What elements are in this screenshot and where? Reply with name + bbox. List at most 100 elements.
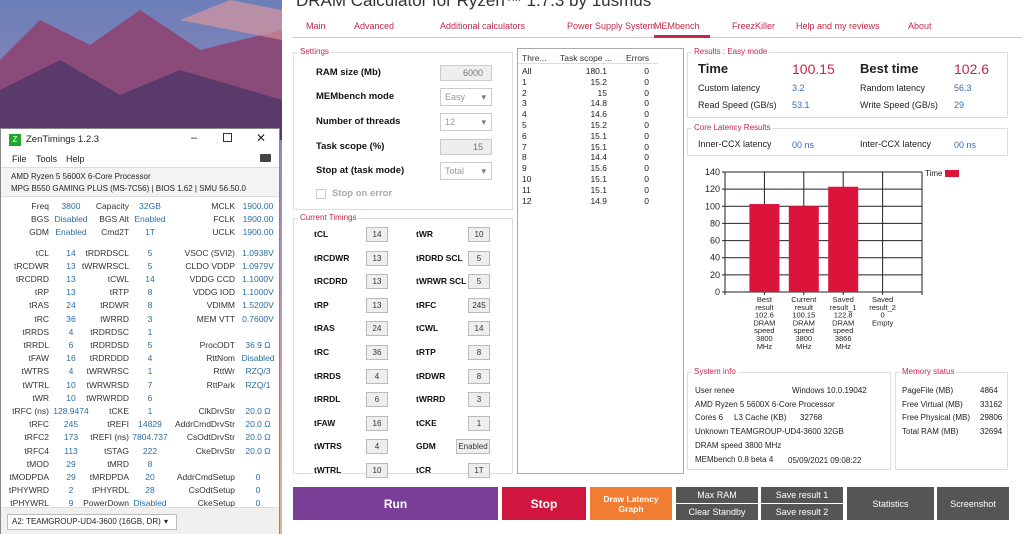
zen-param-value: 13: [66, 260, 76, 271]
zen-param-value: 4: [68, 366, 74, 377]
screenshot-button[interactable]: Screenshot: [937, 487, 1009, 520]
thread-id: 4: [522, 109, 527, 120]
errors: 0: [644, 109, 649, 120]
tab-about[interactable]: About: [908, 21, 932, 31]
sysinfo-date: 05/09/2021 09:08:22: [788, 456, 862, 465]
timing-value: 3: [468, 392, 490, 408]
maximize-icon[interactable]: [223, 133, 232, 142]
task-scope: 14.6: [590, 109, 607, 120]
tab-freezkiller[interactable]: FreezKiller: [732, 21, 776, 31]
zen-param-value: 4: [147, 353, 153, 364]
zen-param-value: 1900.00: [242, 214, 274, 225]
dimm-select[interactable]: A2: TEAMGROUP-UD4-3600 (16GB, DR) ▾: [7, 514, 177, 530]
zen-param-label: tRCDWR: [14, 260, 49, 271]
app-title: DRAM Calculator for Ryzen™ 1.7.3 by 1usm…: [296, 0, 652, 10]
zen-titlebar[interactable]: Z ZenTimings 1.2.3 – ✕: [1, 129, 279, 151]
zen-param-label: tWRWRDD: [86, 392, 129, 403]
save-result-1-button[interactable]: Save result 1: [761, 487, 843, 503]
timing-value: 4: [366, 439, 388, 455]
menu-tools[interactable]: Tools: [36, 154, 58, 164]
clear-standby-button[interactable]: Clear Standby: [676, 504, 758, 520]
stop-at-select[interactable]: Total: [440, 162, 492, 180]
minimize-icon[interactable]: –: [191, 132, 198, 144]
tab-power-supply-system[interactable]: Power Supply System: [567, 21, 656, 31]
threads-table[interactable]: Thre... Task scope ... Errors All 180.1 0 1 15.…: [517, 48, 684, 474]
tab-membench[interactable]: MEMbench: [654, 21, 700, 31]
zen-param-value: Enabled: [55, 227, 87, 238]
timing-label: tCWL: [416, 323, 439, 334]
camera-icon[interactable]: [260, 154, 271, 162]
results-legend: Results : Easy mode: [692, 47, 770, 56]
zen-param-label: CsOdtDrvStr: [186, 432, 235, 443]
zen-param-value: 1.1000V: [242, 287, 274, 298]
stop-on-error-checkbox[interactable]: [316, 189, 326, 199]
errors: 0: [644, 66, 649, 76]
statistics-button[interactable]: Statistics: [847, 487, 934, 520]
system-info-panel: System info User renee Windows 10.0.1904…: [687, 367, 891, 470]
x-tick-label: 3800: [795, 334, 812, 343]
zen-param-label: tFAW: [28, 353, 49, 364]
zen-param-label: VDIMM: [206, 300, 235, 311]
task-scope: 14.4: [590, 152, 607, 163]
max-ram-button[interactable]: Max RAM: [676, 487, 758, 503]
ram-size-input[interactable]: 6000: [440, 65, 492, 81]
timings-legend: Current Timings: [298, 213, 359, 222]
zen-param-label: tRCDRD: [15, 274, 49, 284]
x-tick-label: 122.8: [834, 311, 853, 320]
zen-param-value: 29: [66, 458, 76, 469]
column-header[interactable]: Errors: [626, 53, 650, 63]
zen-param-label: tWRWRSC: [86, 366, 129, 377]
mode-select[interactable]: Easy: [440, 88, 492, 106]
timing-value: 10: [468, 227, 490, 242]
errors: 0: [644, 195, 649, 206]
zen-param-value: 13: [66, 274, 76, 284]
zen-param-label: tRDRDSC: [90, 326, 129, 337]
task-scope: 15: [597, 87, 607, 98]
menu-help[interactable]: Help: [66, 154, 85, 164]
threads-select[interactable]: 12: [440, 113, 492, 131]
close-icon[interactable]: ✕: [256, 131, 267, 145]
errors: 0: [644, 76, 649, 87]
zen-param-value: 5: [147, 340, 153, 350]
zen-param-label: tRFC2: [24, 432, 49, 443]
zen-param-label: AddrCmdSetup: [176, 472, 235, 482]
thread-id: 3: [522, 98, 527, 109]
inner-ccx-label: Inner-CCX latency: [698, 139, 772, 149]
tab-main[interactable]: Main: [306, 21, 326, 31]
tab-advanced[interactable]: Advanced: [354, 21, 395, 31]
thread-id: 6: [522, 130, 527, 141]
memory-status-value: 33162: [980, 399, 1003, 409]
task-scope-input[interactable]: 15: [440, 139, 492, 155]
errors: 0: [644, 174, 649, 184]
zen-param-label: CsOdtSetup: [188, 485, 235, 496]
x-tick-label: Best: [757, 295, 773, 304]
zen-param-label: MEM VTT: [196, 313, 235, 324]
zen-param-label: RttPark: [206, 379, 235, 390]
tab-help-and-my-reviews[interactable]: Help and my reviews: [796, 21, 880, 31]
draw-latency-graph-button[interactable]: Draw Latency Graph: [590, 487, 672, 520]
tab-additional-calculators[interactable]: Additional calculators: [440, 21, 526, 31]
thread-id: 8: [522, 152, 527, 163]
zen-param-label: Capacity: [95, 201, 129, 211]
zen-cpu: AMD Ryzen 5 5600X 6-Core Processor: [11, 172, 151, 181]
custom-latency-value: 3.2: [792, 83, 805, 93]
memory-status-value: 32694: [980, 426, 1003, 436]
zen-param-value: 1: [147, 366, 153, 377]
timing-value: 245: [468, 297, 490, 313]
run-button[interactable]: Run: [293, 487, 498, 520]
timing-value: 8: [468, 368, 490, 384]
save-result-2-button[interactable]: Save result 2: [761, 504, 843, 520]
zen-param-value: 245: [63, 419, 79, 430]
memory-status-panel: Memory status PageFile (MB) 4864 Free Virt…: [895, 367, 1008, 470]
bar-1: [788, 206, 819, 292]
zen-param-value: 1.0979V: [242, 260, 274, 271]
menu-file[interactable]: File: [12, 154, 27, 164]
column-header[interactable]: Task scope ...: [560, 53, 612, 63]
task-scope: 180.1: [585, 66, 607, 76]
thread-id: 1: [522, 76, 527, 87]
stop-button[interactable]: Stop: [502, 487, 586, 520]
cpu-info: AMD Ryzen 5 5600X 6-Core Processor MPG B…: [1, 167, 279, 197]
zen-param-label: VDDG CCD: [189, 274, 235, 284]
column-header[interactable]: Thre...: [522, 53, 547, 63]
zen-param-label: AddrCmdDrvStr: [175, 419, 235, 430]
